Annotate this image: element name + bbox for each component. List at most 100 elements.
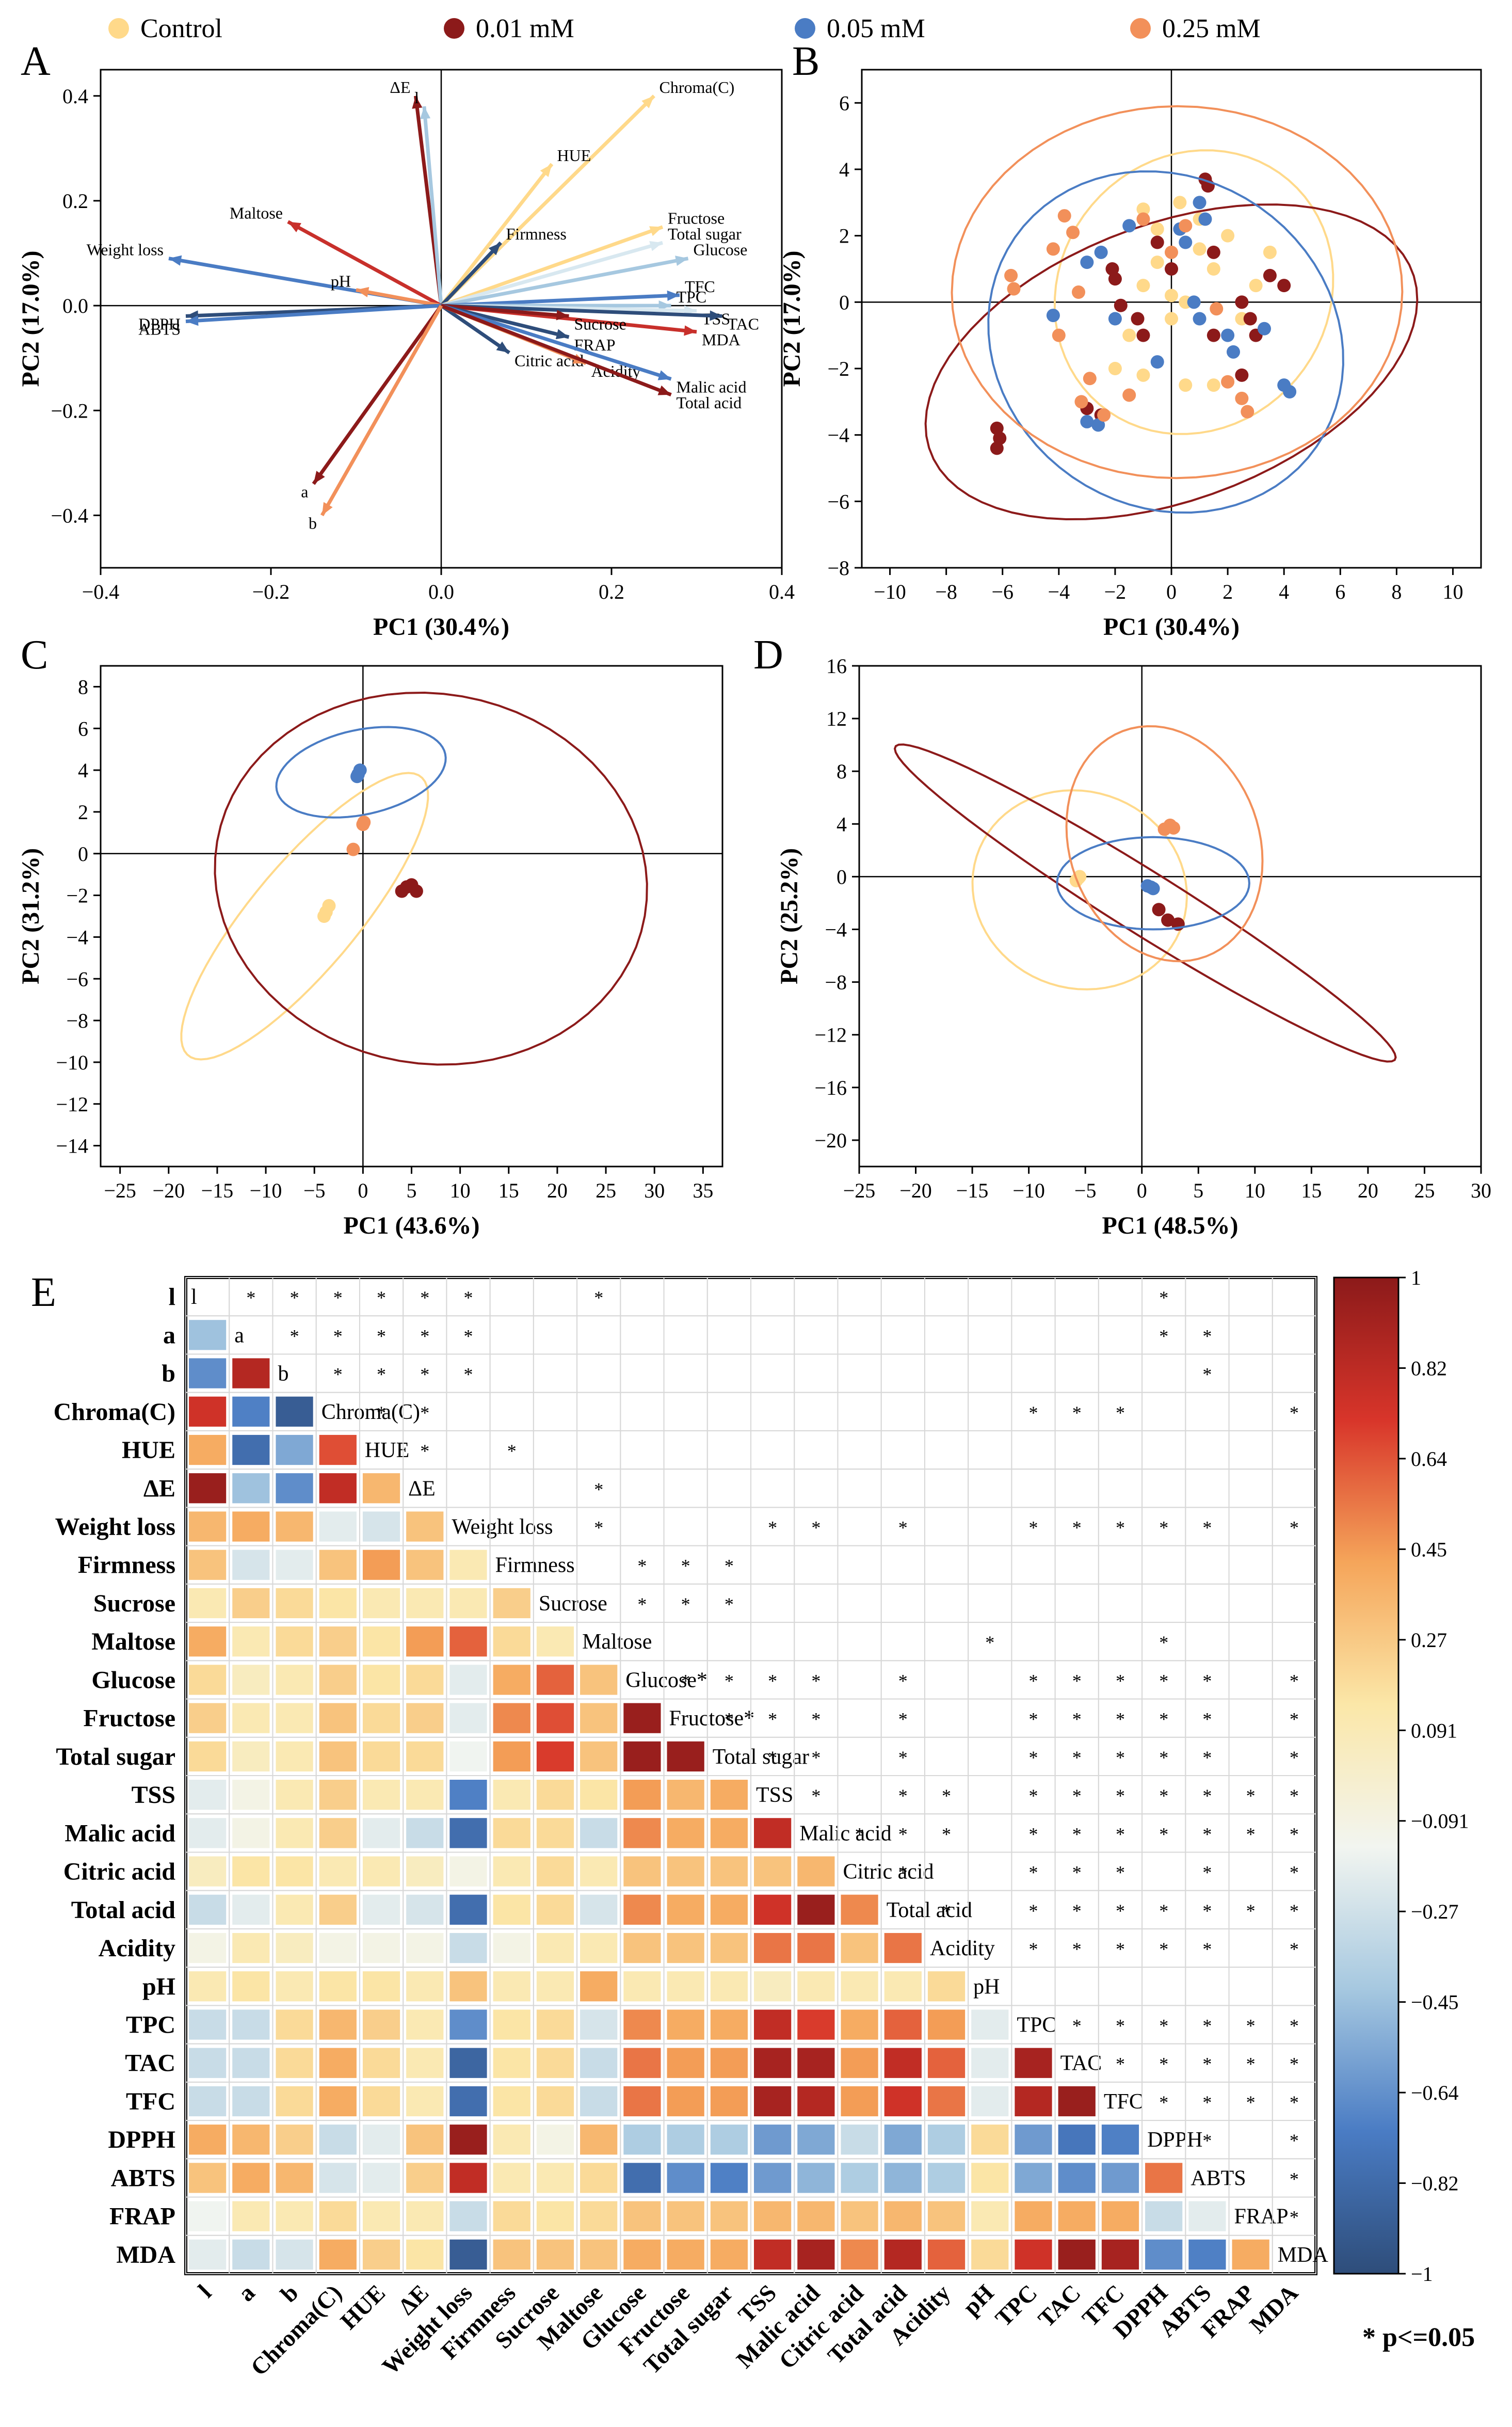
loading-label: l — [414, 88, 419, 107]
heatmap-square — [754, 2201, 792, 2231]
heatmap-square — [232, 1665, 270, 1695]
plot-frame — [100, 665, 723, 1168]
point-0.01mM — [1235, 368, 1249, 382]
point-0.01mM — [1136, 328, 1150, 342]
loading-arrow — [441, 304, 569, 318]
x-tick-label: −2 — [1104, 580, 1127, 603]
significance-star: * — [1246, 1824, 1256, 1844]
point-0.25mM — [1179, 219, 1193, 233]
significance-star: * — [1159, 1287, 1168, 1308]
loading-arrow — [440, 241, 503, 307]
heatmap-square — [493, 1818, 530, 1848]
significance-star: * — [1029, 1939, 1038, 1959]
heatmap-square — [580, 1971, 618, 2002]
heatmap-square — [189, 1358, 227, 1388]
heatmap-square — [319, 1741, 357, 1771]
significance-star: * — [1116, 1670, 1125, 1691]
heatmap-square — [493, 1780, 530, 1810]
significance-star: * — [1072, 1670, 1082, 1691]
point-0.01mM — [1235, 295, 1249, 309]
diagonal-label: pH — [973, 1975, 1000, 1999]
heatmap-square — [884, 2009, 922, 2040]
significance-star: * — [1029, 1747, 1038, 1768]
heatmap-square — [667, 1933, 704, 1963]
heatmap-square — [710, 1894, 748, 1925]
x-tick-label: −6 — [991, 580, 1014, 603]
heatmap-square — [406, 1856, 444, 1887]
diagonal-label: b — [278, 1362, 288, 1386]
colorbar-tick-label: −0.82 — [1411, 2172, 1459, 2195]
panel-C: C−25 −20 −15 −10 −5 0 5 10 15 20 25 30 35−14−12−10−8… — [17, 632, 723, 1239]
y-tick-label: 2 — [78, 801, 88, 824]
point-0.25mM — [1057, 209, 1071, 223]
significance-star: * — [1072, 1709, 1082, 1730]
heatmap-square — [623, 2086, 661, 2117]
heatmap-square — [623, 1971, 661, 2002]
heatmap-square — [884, 2125, 922, 2155]
loading-label: Firmness — [506, 225, 567, 243]
x-tick-label: −25 — [843, 1179, 876, 1202]
heatmap-square — [797, 1894, 835, 1925]
heatmap-square — [580, 2125, 618, 2155]
heatmap-square — [667, 1780, 704, 1810]
heatmap-square — [493, 2163, 530, 2193]
colorbar-tick-label: 0.45 — [1411, 1538, 1447, 1561]
diagonal-label: Glucose* — [625, 1668, 707, 1692]
heatmap-square — [319, 1780, 357, 1810]
point-0.01mM — [1108, 272, 1122, 286]
significance-star: * — [1202, 1901, 1212, 1921]
heatmap-square — [319, 2086, 357, 2117]
y-tick-label: 0 — [78, 842, 88, 866]
significance-star: * — [464, 1364, 473, 1385]
heatmap-square — [710, 1933, 748, 1963]
significance-star: * — [1029, 1709, 1038, 1730]
significance-star: * — [1116, 1824, 1125, 1844]
legend-marker-2 — [444, 18, 464, 39]
heatmap-square — [884, 2239, 922, 2270]
x-tick-label: 4 — [1279, 580, 1289, 603]
point-0.01mM — [1165, 262, 1178, 276]
heatmap-square — [406, 1933, 444, 1963]
x-tick-label: −8 — [935, 580, 957, 603]
x-tick-label: 35 — [693, 1179, 713, 1202]
heatmap-square — [276, 1550, 313, 1580]
point-0.01mM — [400, 880, 414, 894]
heatmap-square — [406, 1588, 444, 1619]
heatmap-square — [406, 2125, 444, 2155]
diagonal-label: MDA — [1278, 2243, 1329, 2267]
heatmap-square — [189, 1780, 227, 1810]
heatmap-square — [362, 1473, 400, 1504]
significance-star: * — [1246, 1785, 1256, 1806]
row-label: b — [162, 1360, 175, 1387]
x-tick-label: −10 — [874, 580, 906, 603]
heatmap-square — [754, 2048, 792, 2078]
heatmap-square — [1101, 2239, 1139, 2270]
heatmap-square — [232, 2125, 270, 2155]
loading-label: Maltose — [230, 204, 283, 222]
x-axis-label: PC1 (43.6%) — [344, 1212, 480, 1239]
heatmap-square — [362, 2086, 400, 2117]
heatmap-square — [362, 1856, 400, 1887]
significance-star: * — [377, 1287, 386, 1308]
heatmap-square — [1145, 2201, 1183, 2231]
heatmap-square — [362, 1971, 400, 2002]
x-tick-label: 20 — [1358, 1179, 1378, 1202]
loading-label: ABTS — [138, 320, 181, 339]
significance-star: * — [898, 1824, 908, 1844]
loading-label: Sucrose — [574, 314, 626, 333]
significance-star: * — [942, 1901, 951, 1921]
heatmap-square — [580, 1780, 618, 1810]
y-tick-label: −8 — [827, 556, 849, 580]
heatmap-square — [971, 2239, 1009, 2270]
significance-star: * — [1159, 1824, 1168, 1844]
y-tick-label: −6 — [827, 490, 849, 513]
point-0.05mM — [1080, 256, 1094, 269]
row-label: TFC — [126, 2088, 175, 2115]
heatmap-square — [449, 2125, 487, 2155]
x-tick-label: 25 — [1414, 1179, 1435, 1202]
heatmap-square — [710, 1971, 748, 2002]
point-0.25mM — [1210, 302, 1224, 316]
significance-star: * — [1159, 1901, 1168, 1921]
significance-star: * — [1202, 2016, 1212, 2036]
